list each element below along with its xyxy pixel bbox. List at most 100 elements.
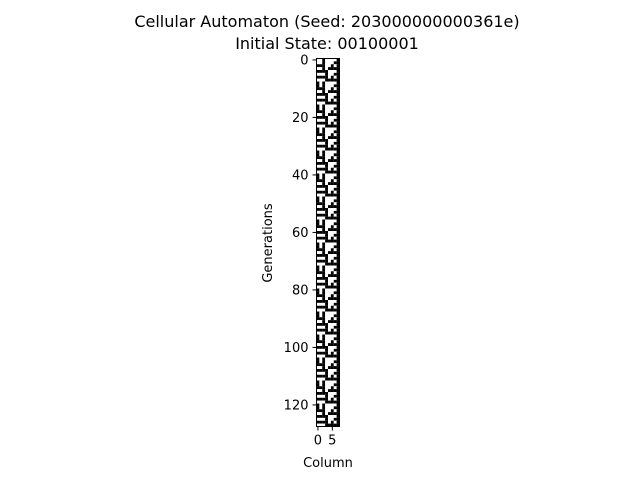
cell [322,93,326,96]
cell [319,113,323,117]
cell [333,113,337,117]
cell [316,127,320,131]
cell [333,308,337,312]
cell [336,239,340,243]
cell [333,104,337,108]
cell [328,222,331,226]
cell [336,334,340,338]
cell [333,110,337,114]
cell [316,377,320,381]
cell [316,409,320,413]
cell [319,357,323,361]
cell [319,121,323,125]
cell [316,417,320,421]
cell [330,311,334,315]
cell [322,268,326,272]
cell [328,101,331,105]
cell [333,268,337,272]
cell [325,268,329,272]
cell [328,185,331,188]
cell [322,248,326,252]
cell [330,254,334,257]
cell [330,294,334,298]
cell [316,136,320,140]
cell [325,409,329,413]
cell [322,423,326,427]
cell [330,317,334,321]
cell [328,392,331,395]
cell [322,101,326,105]
cell [336,380,340,384]
cell [333,331,337,335]
cell [316,334,320,338]
cell [328,423,331,427]
cell [319,320,323,324]
cell [330,176,334,180]
cell [325,236,329,240]
cell [328,187,331,191]
y-tick-label: 120 [284,398,309,413]
cell [325,58,329,62]
cell [330,139,334,142]
cell [319,110,323,114]
cell [319,118,323,122]
cell [328,127,331,131]
cell [319,383,323,387]
cell [328,93,331,96]
cell [328,78,331,82]
cell [319,328,323,332]
cell [328,87,331,91]
cell [336,360,340,364]
cell [322,360,326,364]
cell [330,193,334,197]
cell [333,337,337,341]
cell [328,285,331,289]
cell [316,346,320,349]
cell [319,302,323,306]
cell [325,205,329,209]
cell [316,323,320,326]
cell [319,386,323,390]
cell [330,343,334,347]
cell [328,173,331,177]
cell [316,72,320,76]
cell [333,202,337,206]
cell [330,297,334,301]
cell [328,116,331,119]
cell [319,412,323,416]
cell [336,400,340,404]
cell [330,190,334,194]
cell [330,291,334,295]
cell [328,239,331,243]
cell [328,363,331,367]
cell [322,412,326,416]
cell [319,325,323,329]
cell [336,311,340,315]
cell [336,394,340,398]
cell [333,400,337,404]
cell [325,216,329,220]
cell [316,354,320,358]
cell [325,179,329,183]
cell [319,265,323,269]
cell [319,104,323,108]
cell [330,380,334,384]
cell [333,423,337,427]
cell [333,291,337,295]
cell [316,187,320,191]
cell [333,305,337,309]
cell [325,348,329,352]
cell [328,294,331,298]
cell [322,121,326,125]
cell [333,371,337,375]
cell [336,348,340,352]
cell [316,216,320,220]
cell [328,300,331,303]
cell [328,305,331,309]
cell [325,377,329,381]
cell [333,406,337,410]
cell [328,403,331,407]
cell [316,196,320,200]
cell [316,162,320,165]
cell [328,113,331,117]
